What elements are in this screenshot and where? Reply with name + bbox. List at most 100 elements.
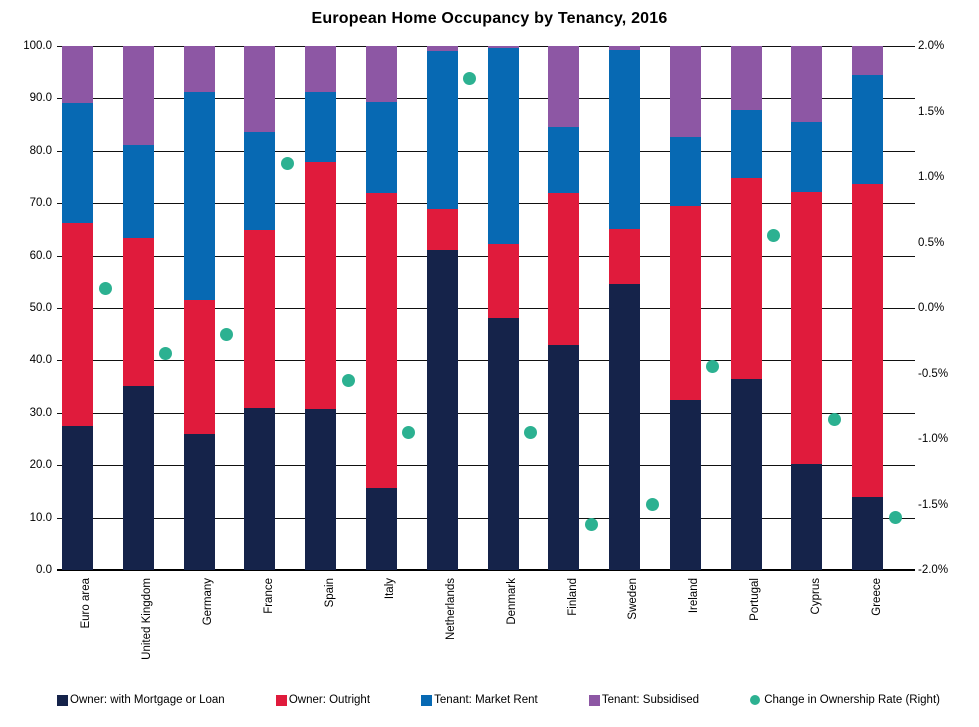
bar-segment-france-owner-with-mortgage-or-loan — [244, 408, 276, 570]
change-in-ownership-dot-sweden — [645, 498, 659, 511]
bar-segment-cyprus-tenant-market-rent — [791, 121, 823, 192]
legend-item-owner-outright: Owner: Outright — [275, 694, 371, 706]
bar-segment-netherlands-owner-outright — [426, 209, 458, 251]
right-axis-tick — [908, 46, 915, 47]
change-in-ownership-dot-france — [280, 157, 294, 171]
bar-segment-germany-owner-with-mortgage-or-loan — [183, 433, 215, 570]
x-axis-label-france: France — [262, 578, 275, 614]
bar-segment-denmark-owner-with-mortgage-or-loan — [487, 318, 519, 570]
left-axis-tick-label: 40.0 — [29, 354, 52, 367]
bar-segment-denmark-owner-outright — [487, 243, 519, 319]
bar-segment-euro-area-tenant-market-rent — [62, 102, 93, 224]
bar-segment-euro-area-owner-with-mortgage-or-loan — [62, 425, 93, 570]
x-axis-label-spain: Spain — [323, 578, 336, 608]
right-axis-tick-label: 2.0% — [918, 40, 945, 52]
bar-segment-finland-owner-with-mortgage-or-loan — [548, 344, 580, 570]
legend-label: Owner: Outright — [288, 694, 371, 706]
gridline — [57, 98, 908, 100]
right-axis-tick — [908, 412, 915, 414]
change-in-ownership-dot-ireland — [706, 360, 720, 374]
bar-segment-netherlands-tenant-market-rent — [426, 50, 458, 210]
bar-segment-finland-owner-outright — [548, 192, 580, 345]
left-axis-tick-label: 100.0 — [23, 40, 52, 52]
legend-label: Tenant: Subsidised — [601, 694, 700, 706]
gridline — [57, 308, 908, 309]
gridline — [57, 517, 908, 519]
right-axis-tick-label: -1.0% — [918, 433, 949, 445]
bar-segment-greece-tenant-market-rent — [852, 74, 884, 184]
right-axis-tick — [908, 517, 915, 519]
right-axis-tick — [908, 360, 915, 362]
change-in-ownership-dot-greece — [888, 511, 902, 525]
x-axis-line — [57, 569, 915, 571]
legend-marker-square — [588, 694, 600, 706]
legend-marker-dot — [750, 695, 761, 705]
bar-segment-finland-tenant-market-rent — [548, 127, 580, 193]
right-axis-tick-label: 0.5% — [918, 236, 945, 249]
x-axis-label-netherlands: Netherlands — [445, 578, 458, 641]
gridline — [57, 203, 908, 205]
gridline — [57, 360, 908, 362]
gridline — [57, 465, 908, 467]
bar-segment-spain-owner-with-mortgage-or-loan — [305, 409, 337, 570]
left-axis-tick-label: 10.0 — [29, 511, 52, 524]
bar-segment-portugal-tenant-market-rent — [730, 110, 762, 178]
bar-segment-germany-tenant-subsidised — [183, 46, 215, 93]
x-axis-label-italy: Italy — [384, 578, 397, 600]
bar-segment-sweden-tenant-subsidised — [609, 46, 641, 51]
bar-segment-ireland-owner-outright — [669, 205, 701, 400]
bar-segment-denmark-tenant-subsidised — [487, 46, 519, 49]
bar-segment-united-kingdom-owner-outright — [122, 238, 154, 386]
right-axis-tick-label: 0.0% — [918, 302, 945, 314]
change-in-ownership-dot-italy — [402, 425, 416, 439]
gridline — [57, 46, 908, 47]
gridline — [57, 412, 908, 414]
bar-segment-france-tenant-subsidised — [244, 46, 276, 132]
bar-segment-netherlands-owner-with-mortgage-or-loan — [426, 250, 458, 570]
bar-segment-spain-tenant-subsidised — [305, 46, 337, 93]
left-axis-tick-label: 30.0 — [29, 406, 52, 419]
bar-segment-germany-tenant-market-rent — [183, 92, 215, 301]
change-in-ownership-dot-spain — [341, 373, 355, 387]
bar-segment-france-owner-outright — [244, 230, 276, 409]
chart-title: European Home Occupancy by Tenancy, 2016 — [311, 10, 668, 27]
bar-segment-united-kingdom-tenant-market-rent — [122, 144, 154, 239]
legend-marker-square — [421, 694, 433, 706]
legend-label: Change in Ownership Rate (Right) — [764, 694, 940, 706]
right-axis-tick — [908, 150, 915, 152]
change-in-ownership-dot-euro-area — [98, 281, 112, 295]
bar-segment-france-tenant-market-rent — [244, 131, 276, 231]
x-axis-label-sweden: Sweden — [627, 578, 640, 620]
bar-segment-sweden-owner-with-mortgage-or-loan — [609, 284, 641, 570]
bar-segment-sweden-owner-outright — [609, 229, 641, 285]
bar-segment-united-kingdom-owner-with-mortgage-or-loan — [122, 385, 154, 570]
left-axis-tick-label: 70.0 — [29, 197, 52, 210]
bar-segment-cyprus-tenant-subsidised — [791, 46, 823, 122]
gridline — [57, 255, 908, 257]
bar-segment-greece-owner-with-mortgage-or-loan — [852, 497, 884, 570]
right-axis-tick — [908, 255, 915, 257]
right-axis-tick — [908, 308, 915, 309]
x-axis-label-ireland: Ireland — [688, 578, 701, 614]
bar-segment-portugal-owner-outright — [730, 177, 762, 380]
left-axis-tick-label: 20.0 — [29, 459, 52, 472]
x-axis-label-united-kingdom: United Kingdom — [141, 578, 154, 660]
left-axis-tick-label: 50.0 — [29, 302, 52, 314]
bar-segment-portugal-owner-with-mortgage-or-loan — [730, 379, 762, 570]
bar-segment-ireland-tenant-market-rent — [669, 137, 701, 206]
bar-segment-denmark-tenant-market-rent — [487, 48, 519, 244]
bar-segment-cyprus-owner-outright — [791, 191, 823, 465]
right-axis-tick-label: -2.0% — [918, 564, 949, 576]
legend-item-owner-with-mortgage-or-loan: Owner: with Mortgage or Loan — [57, 694, 225, 706]
gridline — [57, 150, 908, 152]
left-axis-tick-label: 80.0 — [29, 144, 52, 157]
change-in-ownership-dot-netherlands — [463, 72, 477, 86]
change-in-ownership-dot-portugal — [767, 229, 781, 243]
change-in-ownership-dot-germany — [220, 327, 234, 341]
change-in-ownership-dot-denmark — [524, 425, 538, 439]
right-axis-tick-label: 1.0% — [918, 171, 945, 183]
bar-segment-italy-owner-with-mortgage-or-loan — [365, 488, 397, 570]
legend-item-tenant-market-rent: Tenant: Market Rent — [421, 694, 538, 706]
right-axis-tick — [908, 98, 915, 100]
